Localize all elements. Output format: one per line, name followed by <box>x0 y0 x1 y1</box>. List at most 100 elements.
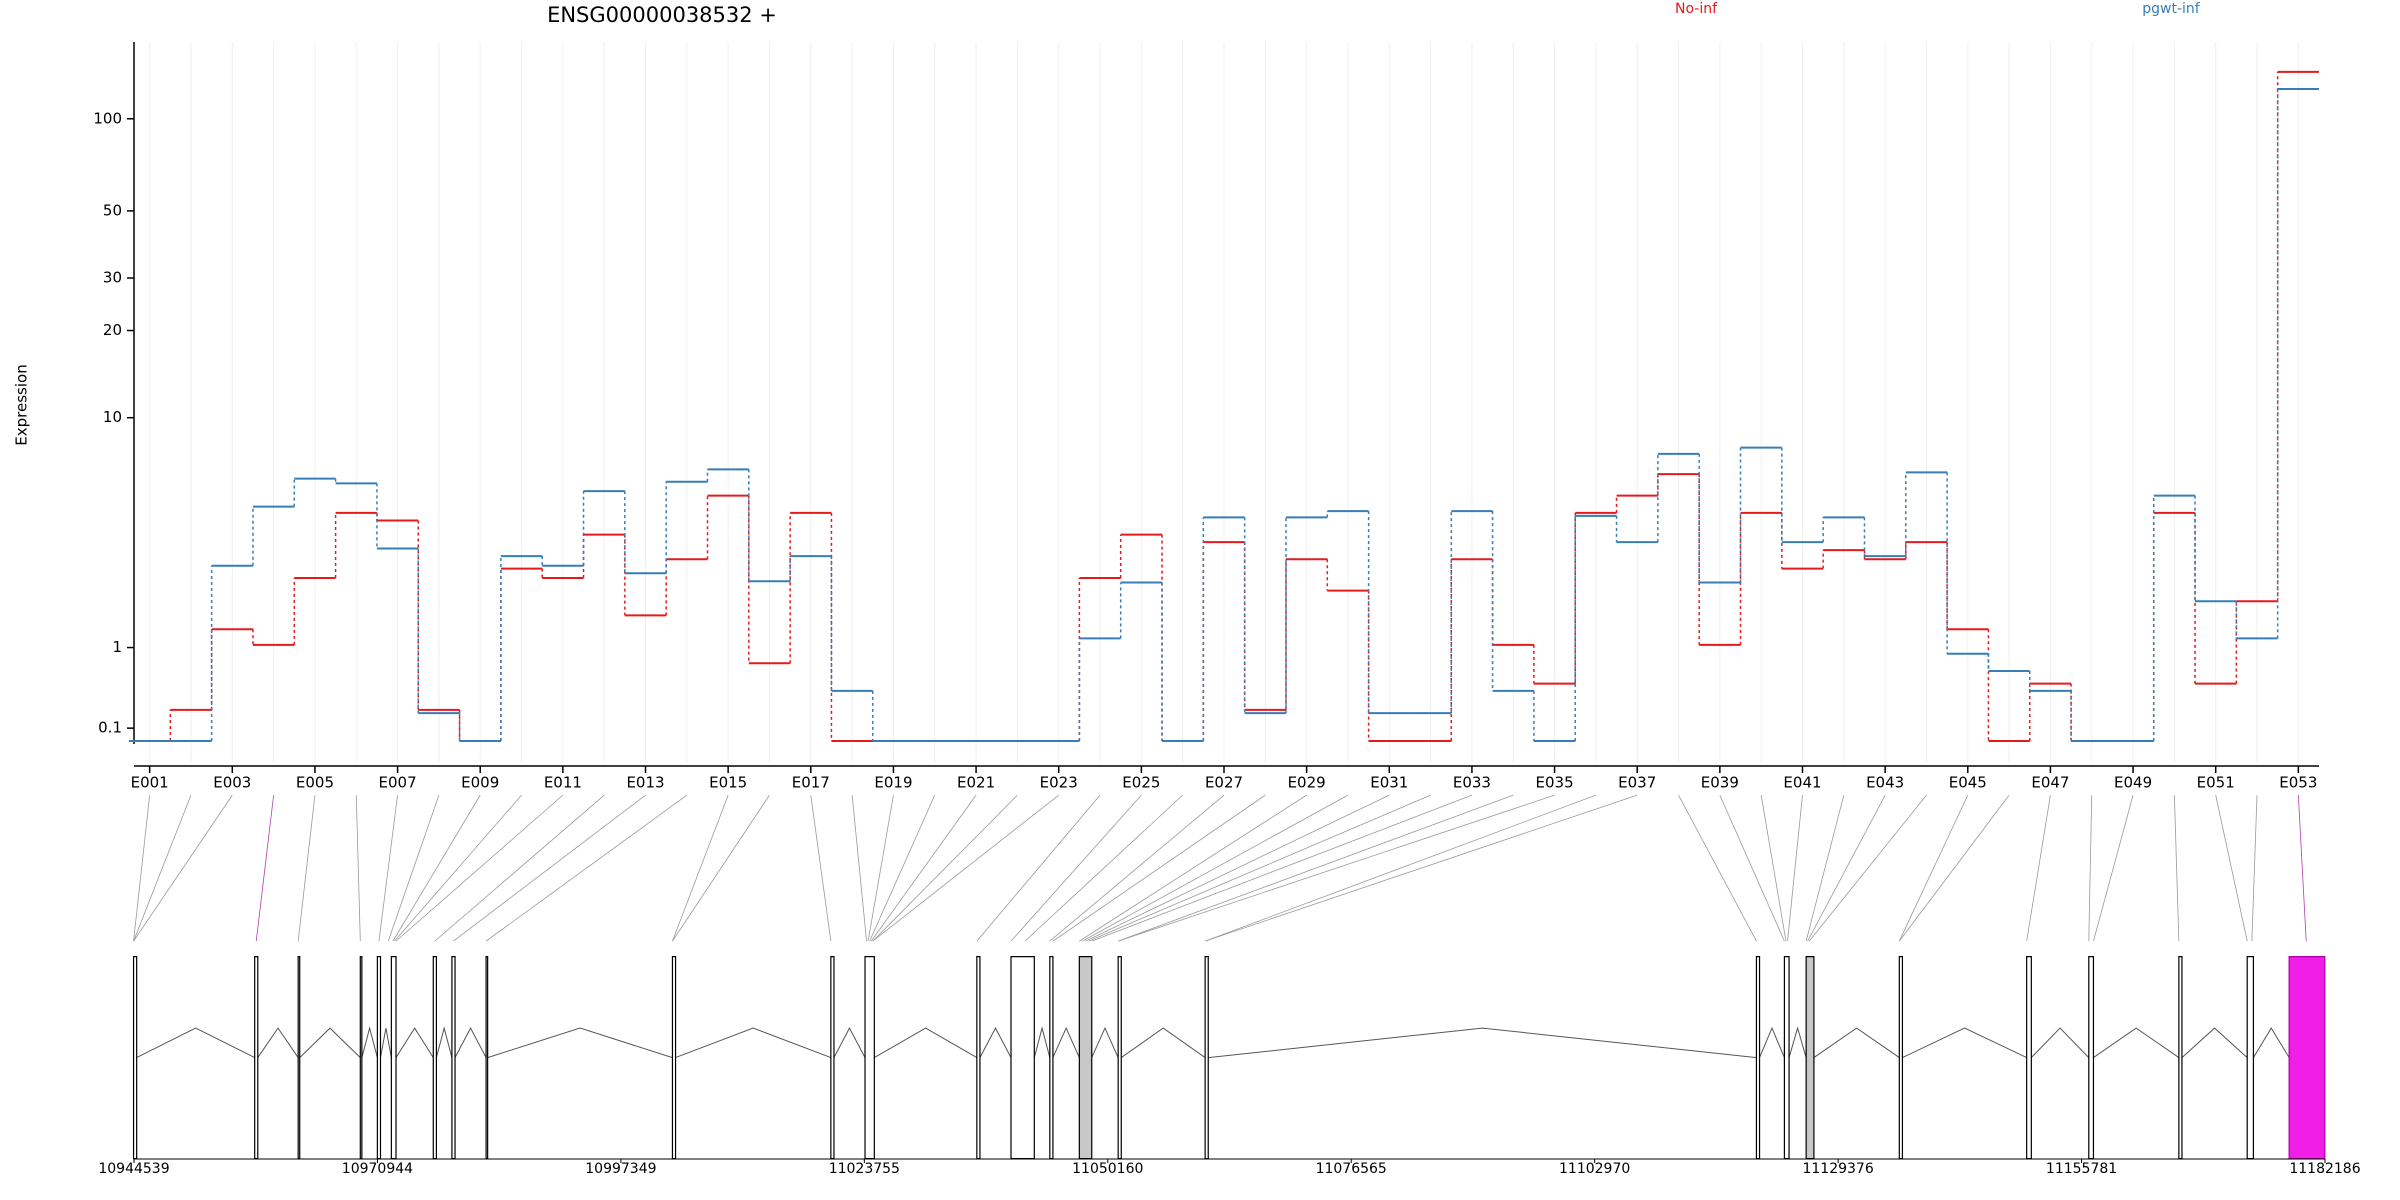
x-tick-label: E039 <box>1701 774 1739 792</box>
x-tick-label: E013 <box>626 774 664 792</box>
exon-connector <box>1089 795 1431 941</box>
exon-connector <box>1086 795 1390 941</box>
exon-connector <box>977 795 1100 941</box>
exon-box <box>360 957 362 1159</box>
y-axis-label: Expression <box>13 364 31 445</box>
x-tick-label: E043 <box>1866 774 1904 792</box>
x-tick-label: E051 <box>2197 774 2235 792</box>
exon-connector <box>2216 795 2247 941</box>
exon-box <box>2089 957 2094 1159</box>
exon-connector <box>672 795 769 941</box>
exon-connector <box>134 795 233 941</box>
exon-connector <box>379 795 398 941</box>
exon-connector <box>1808 795 1885 941</box>
exon-connector <box>1205 795 1637 941</box>
x-tick-label: E023 <box>1040 774 1078 792</box>
chart-title: ENSG00000038532 + <box>547 3 777 27</box>
exon-connector <box>1720 795 1785 941</box>
exon-connector <box>1809 795 1926 941</box>
genome-tick-label: 11076565 <box>1316 1161 1387 1177</box>
exon-connector <box>1118 795 1554 941</box>
exon-box <box>452 957 455 1159</box>
intron <box>300 1028 361 1058</box>
intron <box>980 1028 1011 1058</box>
x-tick-label: E025 <box>1122 774 1160 792</box>
exon-box <box>1011 957 1034 1159</box>
x-tick-label: E031 <box>1370 774 1408 792</box>
exon-box <box>1050 957 1053 1159</box>
exon-connector <box>1082 795 1348 941</box>
exon-connector <box>394 795 521 941</box>
exon-connector <box>1788 795 1803 941</box>
exon-box <box>672 957 675 1159</box>
exon-connector <box>453 795 645 941</box>
x-tick-label: E027 <box>1205 774 1243 792</box>
exon-connector <box>873 795 1059 941</box>
exon-connector <box>1025 795 1183 941</box>
y-tick-label: 0.1 <box>98 719 122 737</box>
exon-box <box>2179 957 2182 1159</box>
y-tick-label: 50 <box>103 201 122 219</box>
exon-connector <box>2252 795 2257 941</box>
exon-connector <box>870 795 935 941</box>
intron <box>1208 1028 1756 1058</box>
intron <box>396 1028 433 1058</box>
exon-connector <box>1118 795 1513 941</box>
intron <box>488 1028 673 1058</box>
genome-tick-label: 11155781 <box>2046 1161 2117 1177</box>
x-tick-label: E041 <box>1783 774 1821 792</box>
exon-box <box>486 957 488 1159</box>
exon-connector <box>1899 795 2009 941</box>
legend-entry: No-inf <box>1675 1 1718 17</box>
x-tick-label: E049 <box>2114 774 2152 792</box>
exon-connector <box>435 795 604 941</box>
exon-box <box>831 957 834 1159</box>
exon-connector <box>873 795 1018 941</box>
exon-connector <box>2093 795 2133 941</box>
genome-tick-label: 11102970 <box>1559 1161 1630 1177</box>
intron <box>676 1028 831 1058</box>
exon-connector <box>811 795 831 941</box>
exon-connector <box>2089 795 2092 941</box>
intron <box>874 1028 976 1058</box>
intron <box>2253 1028 2289 1058</box>
genome-tick-label: 11050160 <box>1072 1161 1143 1177</box>
x-tick-label: E033 <box>1453 774 1491 792</box>
exon-box <box>298 957 300 1159</box>
genome-tick-label: 10944539 <box>98 1161 169 1177</box>
exon-box <box>2289 957 2325 1159</box>
exon-connector <box>486 795 687 941</box>
intron <box>1034 1028 1050 1058</box>
exon-connector <box>134 795 191 941</box>
exon-connector <box>393 795 480 941</box>
intron <box>1092 1028 1118 1058</box>
x-tick-label: E019 <box>874 774 912 792</box>
y-tick-label: 10 <box>103 408 122 426</box>
exon-box <box>865 957 874 1159</box>
x-tick-label: E003 <box>213 774 251 792</box>
exon-connector <box>1011 795 1141 941</box>
exon-box <box>134 957 137 1159</box>
genome-tick-label: 10997349 <box>585 1161 656 1177</box>
x-tick-label: E047 <box>2031 774 2069 792</box>
exon-box <box>977 957 980 1159</box>
intron <box>834 1028 865 1058</box>
exon-connector <box>256 795 273 941</box>
exon-box <box>1756 957 1759 1159</box>
x-tick-label: E021 <box>957 774 995 792</box>
genome-tick-label: 11129376 <box>1802 1161 1873 1177</box>
exon-connector <box>356 795 360 941</box>
x-tick-label: E017 <box>792 774 830 792</box>
x-tick-label: E007 <box>379 774 417 792</box>
gene-model <box>134 795 2325 1158</box>
exon-connector <box>396 795 563 941</box>
genome-tick-label: 11182186 <box>2289 1161 2360 1177</box>
intron <box>1121 1028 1205 1058</box>
exon-box <box>255 957 258 1159</box>
x-tick-label: E015 <box>709 774 747 792</box>
x-tick-label: E009 <box>461 774 499 792</box>
y-tick-label: 1 <box>112 638 122 656</box>
x-tick-label: E011 <box>544 774 582 792</box>
exon-connector <box>298 795 315 941</box>
